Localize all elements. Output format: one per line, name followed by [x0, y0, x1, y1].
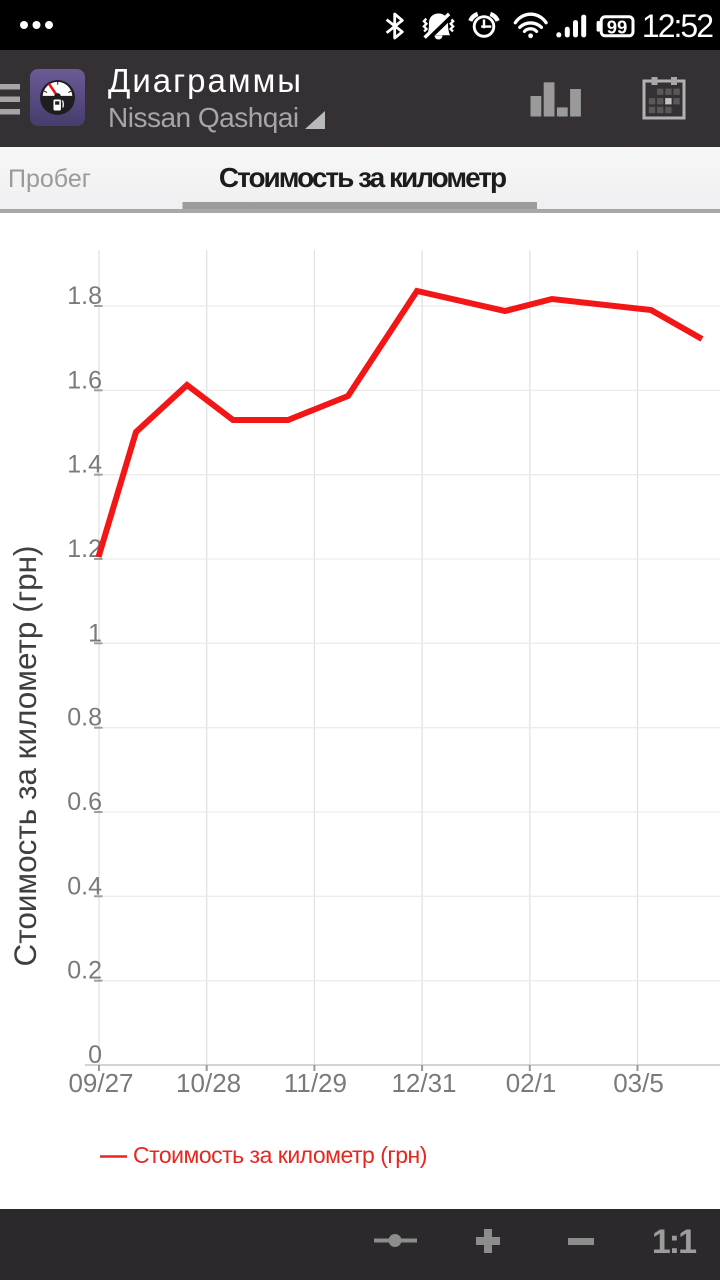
svg-text:0.4: 0.4 [67, 872, 102, 900]
svg-text:03/5: 03/5 [613, 1068, 664, 1098]
svg-text:0: 0 [88, 1041, 102, 1069]
svg-text:0.8: 0.8 [67, 704, 102, 732]
svg-text:Пробег: Пробег [8, 165, 91, 193]
svg-text:Диаграммы: Диаграммы [108, 62, 303, 99]
svg-text:1.4: 1.4 [67, 451, 102, 479]
svg-text:Стоимость за километр (грн): Стоимость за километр (грн) [133, 1142, 427, 1168]
svg-text:1:1: 1:1 [652, 1223, 696, 1261]
svg-text:10/28: 10/28 [176, 1068, 241, 1098]
svg-text:Nissan Qashqai: Nissan Qashqai [108, 102, 299, 133]
svg-text:Стоимость за километр: Стоимость за километр [219, 162, 506, 193]
svg-text:12:52: 12:52 [642, 8, 713, 44]
svg-text:1.6: 1.6 [67, 366, 102, 394]
svg-text:12/31: 12/31 [391, 1068, 456, 1098]
svg-text:1: 1 [88, 619, 102, 647]
svg-text:99: 99 [607, 16, 628, 37]
svg-text:0.6: 0.6 [67, 788, 102, 816]
svg-text:02/1: 02/1 [506, 1068, 557, 1098]
svg-text:11/29: 11/29 [284, 1068, 347, 1098]
svg-text:09/27: 09/27 [68, 1068, 133, 1098]
svg-text:1.2: 1.2 [67, 535, 102, 563]
svg-text:Стоимость за километр (грн): Стоимость за километр (грн) [7, 545, 43, 966]
svg-text:0.2: 0.2 [67, 957, 102, 985]
svg-text:1.8: 1.8 [67, 282, 102, 310]
